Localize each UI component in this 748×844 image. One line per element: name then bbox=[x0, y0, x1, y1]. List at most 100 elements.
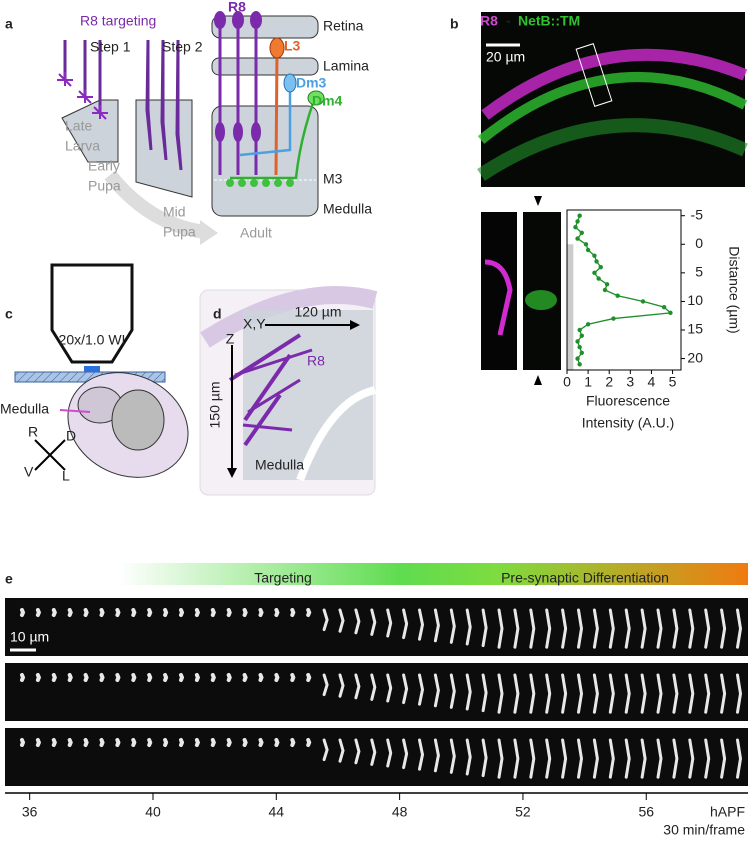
frame-signal bbox=[386, 673, 393, 703]
label: 20x/1.0 WI bbox=[59, 332, 126, 348]
frame-signal bbox=[354, 673, 361, 700]
frame-signal bbox=[688, 673, 695, 714]
label: - bbox=[506, 13, 511, 29]
frame-signal bbox=[194, 608, 201, 617]
frame-signal bbox=[513, 738, 520, 779]
frame-signal bbox=[656, 673, 663, 714]
label: Pre-synaptic Differentiation bbox=[501, 570, 669, 586]
frame-signal bbox=[306, 673, 312, 682]
frame-signal bbox=[131, 738, 137, 747]
dm3 bbox=[239, 84, 292, 157]
frame-signal bbox=[736, 738, 743, 779]
frame-signal bbox=[481, 738, 488, 778]
pointer bbox=[59, 409, 91, 413]
frame-signal bbox=[290, 608, 296, 617]
frame-signal bbox=[338, 608, 345, 633]
frame-signal bbox=[147, 738, 153, 747]
frame-signal bbox=[179, 608, 185, 617]
x-tick-label: 4 bbox=[648, 374, 656, 390]
frame-signal bbox=[83, 738, 89, 747]
frame-signal bbox=[258, 608, 264, 617]
frame-signal bbox=[194, 673, 201, 682]
label: R8 bbox=[307, 353, 325, 369]
frame-signal bbox=[561, 738, 568, 779]
profile-point bbox=[592, 270, 597, 276]
l3-soma bbox=[269, 37, 285, 59]
profile-point bbox=[575, 236, 580, 241]
frame-signal bbox=[608, 673, 615, 714]
frame-signal bbox=[545, 738, 552, 779]
frame-signal bbox=[35, 608, 42, 617]
y-tick-label: 10 bbox=[687, 292, 703, 308]
timelapse-row bbox=[5, 728, 748, 786]
label: Pupa bbox=[163, 224, 196, 240]
frame-signal bbox=[529, 738, 536, 779]
timelapse-row bbox=[5, 598, 748, 656]
frame-signal bbox=[465, 608, 472, 646]
label: Late bbox=[65, 118, 92, 134]
label: Medulla bbox=[323, 201, 372, 217]
label: Z bbox=[226, 331, 235, 347]
label: NetB::TM bbox=[518, 13, 580, 29]
r8-arc bbox=[481, 48, 748, 120]
r8-bouton bbox=[251, 122, 261, 142]
arrowhead bbox=[350, 320, 360, 330]
axis-title: Distance (µm) bbox=[726, 246, 742, 333]
frame-signal bbox=[688, 608, 695, 649]
frame-signal bbox=[720, 673, 727, 714]
frame-signal bbox=[736, 673, 743, 714]
frame-signal bbox=[131, 673, 137, 682]
r8-axon bbox=[234, 348, 313, 377]
frame-signal bbox=[592, 608, 599, 649]
arrowhead bbox=[534, 375, 542, 385]
frame-signal bbox=[449, 738, 456, 774]
x-tick-label: 0 bbox=[563, 374, 571, 390]
frame-signal bbox=[529, 673, 536, 714]
profile-point bbox=[577, 362, 582, 367]
frame-signal bbox=[688, 738, 695, 779]
label: 120 µm bbox=[295, 304, 342, 320]
label: Step 2 bbox=[162, 39, 203, 55]
frame-signal bbox=[624, 673, 631, 714]
r8-axon bbox=[160, 39, 168, 161]
frame-signal bbox=[561, 673, 568, 714]
frame-signal bbox=[608, 608, 615, 649]
label: Early bbox=[88, 158, 120, 174]
frame-signal bbox=[656, 608, 663, 649]
frame-signal bbox=[481, 673, 488, 713]
time-tick-label: 36 bbox=[22, 804, 38, 820]
label: Dm4 bbox=[312, 93, 343, 109]
immersion bbox=[84, 366, 100, 372]
frame-signal bbox=[545, 608, 552, 649]
frame-signal bbox=[433, 738, 440, 773]
frame-signal bbox=[20, 673, 26, 682]
frame-signal bbox=[497, 738, 504, 779]
frame-signal bbox=[163, 673, 169, 682]
frame-signal bbox=[99, 608, 105, 617]
panel-label: c bbox=[5, 306, 13, 322]
r8-axon bbox=[247, 378, 301, 414]
frame-signal bbox=[147, 608, 153, 617]
panel-label: a bbox=[5, 16, 13, 32]
neuropil-arc bbox=[296, 386, 377, 482]
frame-signal bbox=[577, 673, 584, 714]
label: Mid bbox=[163, 204, 186, 220]
background-band bbox=[567, 244, 574, 370]
frame-signal bbox=[35, 673, 42, 682]
frame-signal bbox=[115, 673, 121, 682]
axis-title: Fluorescence bbox=[586, 393, 670, 409]
frame-signal bbox=[672, 738, 679, 779]
frame-signal bbox=[210, 608, 216, 617]
dm4 bbox=[230, 99, 316, 180]
y-tick-label: -5 bbox=[691, 206, 704, 222]
label: Medulla bbox=[0, 401, 49, 417]
frame-signal bbox=[513, 673, 520, 714]
profile-point bbox=[577, 213, 582, 218]
label: Pupa bbox=[88, 178, 121, 194]
frame-signal bbox=[608, 738, 615, 779]
label: Medulla bbox=[255, 457, 304, 473]
y-tick-label: 0 bbox=[695, 235, 703, 251]
profile-point bbox=[585, 322, 591, 327]
label: Adult bbox=[240, 225, 272, 241]
time-tick-label: 44 bbox=[269, 804, 285, 820]
